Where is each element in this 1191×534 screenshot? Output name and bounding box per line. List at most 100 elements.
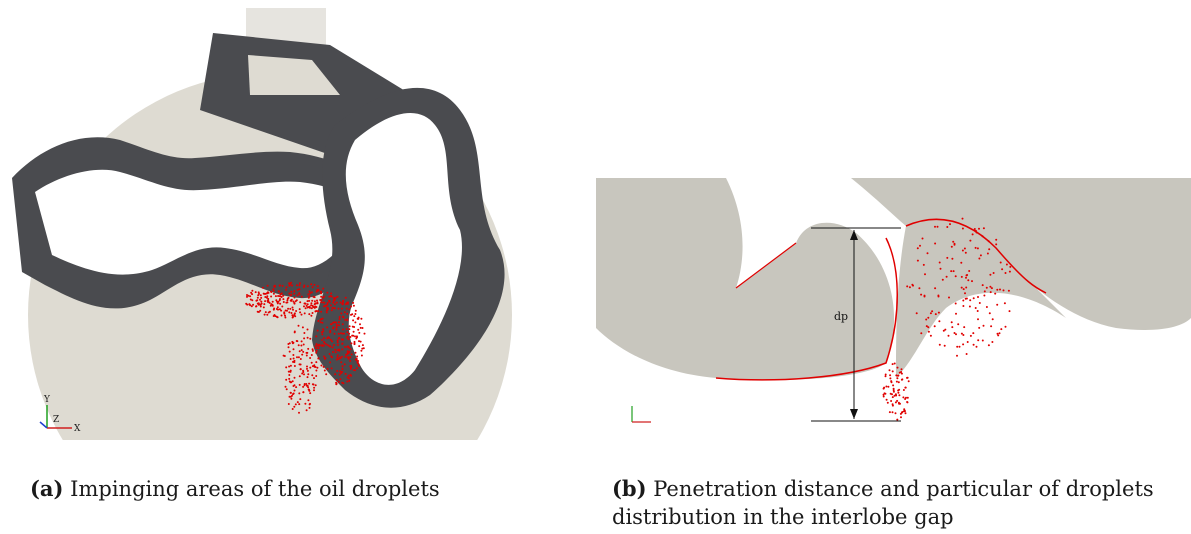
droplet (334, 349, 336, 351)
droplet (293, 385, 295, 387)
droplet (257, 297, 259, 299)
droplet (990, 325, 992, 327)
droplet (326, 337, 328, 339)
droplet (332, 302, 334, 304)
droplet (281, 292, 283, 294)
droplet (288, 293, 290, 295)
droplet (326, 311, 328, 313)
droplet (267, 301, 269, 303)
droplet (288, 371, 290, 373)
droplet (344, 363, 346, 365)
droplet (988, 240, 990, 242)
droplet (291, 299, 293, 301)
droplet (289, 308, 291, 310)
droplet (300, 358, 302, 360)
droplet (962, 343, 964, 345)
droplet (293, 393, 295, 395)
droplet (259, 299, 261, 301)
droplet (311, 354, 313, 356)
droplet (293, 358, 295, 360)
droplet (963, 326, 965, 328)
droplet (346, 381, 348, 383)
droplet (316, 289, 318, 291)
droplet (333, 344, 335, 346)
droplet (334, 333, 336, 335)
droplet (900, 371, 902, 373)
droplet (930, 312, 932, 314)
droplet (258, 293, 260, 295)
droplet (951, 326, 953, 328)
droplet (285, 289, 287, 291)
droplet (994, 293, 996, 295)
droplet (322, 288, 324, 290)
droplet (330, 304, 332, 306)
droplet (902, 396, 904, 398)
droplet (354, 342, 356, 344)
droplet (356, 367, 358, 369)
droplet (350, 342, 352, 344)
droplet (977, 339, 979, 341)
droplet (348, 380, 350, 382)
droplet (889, 374, 891, 376)
droplet (309, 407, 311, 409)
droplet (345, 297, 347, 299)
droplet (358, 332, 360, 334)
droplet (316, 350, 318, 352)
droplet (990, 291, 992, 293)
droplet (342, 323, 344, 325)
droplet (332, 327, 334, 329)
droplet (319, 299, 321, 301)
droplet (346, 346, 348, 348)
droplet (291, 285, 293, 287)
droplet (930, 335, 932, 337)
droplet (950, 270, 952, 272)
droplet (907, 377, 909, 379)
droplet (343, 316, 345, 318)
droplet (292, 301, 294, 303)
droplet (307, 373, 309, 375)
droplet (323, 296, 325, 298)
droplet (967, 279, 969, 281)
droplet (299, 301, 301, 303)
droplet (307, 293, 309, 295)
droplet (362, 327, 364, 329)
droplet (303, 344, 305, 346)
droplet (313, 384, 315, 386)
droplet (272, 301, 274, 303)
droplet (329, 361, 331, 363)
droplet (355, 310, 357, 312)
droplet (341, 356, 343, 358)
droplet (285, 366, 287, 368)
droplet (285, 386, 287, 388)
droplet (307, 386, 309, 388)
droplet (302, 326, 304, 328)
droplet (299, 282, 301, 284)
droplet (908, 380, 910, 382)
left-rotor-profile (596, 178, 894, 380)
droplet (934, 287, 936, 289)
droplet (298, 325, 300, 327)
droplet (262, 287, 264, 289)
droplet (313, 284, 315, 286)
droplet (327, 302, 329, 304)
droplet (951, 321, 953, 323)
droplet (326, 326, 328, 328)
droplet (907, 397, 909, 399)
droplet (364, 333, 366, 335)
droplet (250, 299, 252, 301)
droplet (337, 340, 339, 342)
axis-z-label: Z (53, 415, 59, 425)
caption-a-text: Impinging areas of the oil droplets (70, 477, 440, 501)
droplet (1000, 262, 1002, 264)
droplet (339, 318, 341, 320)
droplet (883, 396, 885, 398)
droplet (290, 358, 292, 360)
droplet (293, 406, 295, 408)
caption-b: (b) Penetration distance and particular … (612, 475, 1187, 531)
droplet (309, 295, 311, 297)
droplet (965, 277, 967, 279)
axis-x-label: X (74, 424, 81, 434)
droplet (937, 226, 939, 228)
droplet (898, 394, 900, 396)
droplet (338, 333, 340, 335)
